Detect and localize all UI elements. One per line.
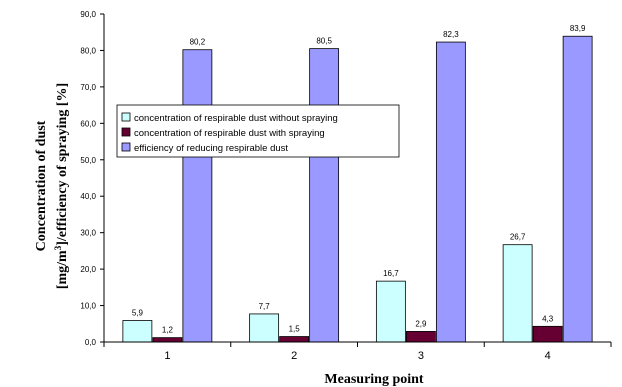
y-axis-title-line2: [mg/m3]/efficiency of spraying [%] bbox=[53, 83, 70, 289]
y-axis-ticks: 0,0 10,0 20,0 30,0 40,0 50,0 60,0 70,0 80,0 90,0 bbox=[80, 10, 104, 347]
bar bbox=[435, 41, 466, 343]
y-tick-label: 80,0 bbox=[80, 46, 96, 55]
x-tick-label: 1 bbox=[164, 350, 170, 362]
data-label: 5,9 bbox=[132, 308, 144, 317]
legend-swatch bbox=[121, 127, 131, 137]
data-label: 1,2 bbox=[162, 326, 174, 335]
data-label: 83,9 bbox=[570, 24, 586, 33]
data-label: 2,9 bbox=[415, 319, 427, 328]
bar bbox=[309, 48, 340, 343]
y-tick-label: 0,0 bbox=[85, 338, 97, 347]
y-axis-title: Concentration of dust [mg/m3]/efficiency… bbox=[34, 83, 70, 289]
y-tick-label: 30,0 bbox=[80, 229, 96, 238]
data-labels: 5,9 1,2 80,2 7,7 1,5 80,5 16,7 2,9 82,3 26,7 4,3 83… bbox=[132, 24, 586, 334]
y-tick-label: 10,0 bbox=[80, 302, 96, 311]
y-axis-title-line1: Concentration of dust bbox=[34, 120, 49, 251]
bar bbox=[249, 313, 280, 343]
x-axis-title: Measuring point bbox=[324, 372, 424, 387]
bar bbox=[279, 336, 310, 343]
y-tick-label: 20,0 bbox=[80, 265, 96, 274]
x-axis-ticks: 1 2 3 4 bbox=[103, 342, 612, 362]
bar bbox=[122, 320, 153, 343]
data-label: 7,7 bbox=[259, 302, 271, 311]
data-label: 4,3 bbox=[542, 314, 554, 323]
y-tick-label: 40,0 bbox=[80, 192, 96, 201]
legend-label: efficiency of reducing respirable dust bbox=[134, 143, 288, 154]
data-label: 16,7 bbox=[383, 269, 399, 278]
bar bbox=[532, 325, 563, 343]
y-tick-label: 70,0 bbox=[80, 83, 96, 92]
data-label: 1,5 bbox=[289, 325, 301, 334]
x-tick-label: 4 bbox=[545, 350, 551, 362]
data-label: 82,3 bbox=[443, 30, 459, 39]
x-tick-label: 3 bbox=[418, 350, 424, 362]
y-tick-label: 60,0 bbox=[80, 119, 96, 128]
bar bbox=[182, 49, 213, 343]
legend-label: concentration of respirable dust with sp… bbox=[134, 128, 325, 139]
legend-box bbox=[116, 104, 400, 158]
x-tick-label: 2 bbox=[291, 350, 297, 362]
legend-swatch bbox=[121, 112, 131, 122]
bar bbox=[375, 280, 406, 343]
data-label: 80,2 bbox=[190, 38, 206, 47]
y-tick-label: 90,0 bbox=[80, 10, 96, 19]
y-tick-label: 50,0 bbox=[80, 156, 96, 165]
bar bbox=[562, 35, 593, 343]
legend-swatch bbox=[121, 142, 131, 152]
data-label: 80,5 bbox=[316, 37, 332, 46]
legend: concentration of respirable dust without… bbox=[116, 104, 400, 158]
legend-label: concentration of respirable dust without… bbox=[134, 113, 338, 124]
bar bbox=[502, 244, 533, 343]
bar bbox=[152, 337, 183, 343]
data-label: 26,7 bbox=[510, 233, 526, 242]
bars bbox=[122, 35, 593, 343]
bar bbox=[405, 331, 436, 343]
